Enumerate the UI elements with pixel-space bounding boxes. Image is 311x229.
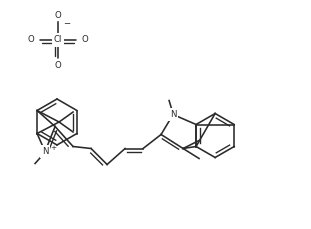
Text: N: N bbox=[170, 110, 176, 119]
Text: O: O bbox=[55, 11, 61, 19]
Text: O: O bbox=[28, 35, 35, 44]
Text: O: O bbox=[81, 35, 88, 44]
Text: −: − bbox=[63, 18, 70, 27]
Text: Cl: Cl bbox=[54, 35, 62, 44]
Text: +: + bbox=[50, 144, 56, 150]
Text: N: N bbox=[42, 147, 48, 156]
Text: O: O bbox=[55, 60, 61, 69]
